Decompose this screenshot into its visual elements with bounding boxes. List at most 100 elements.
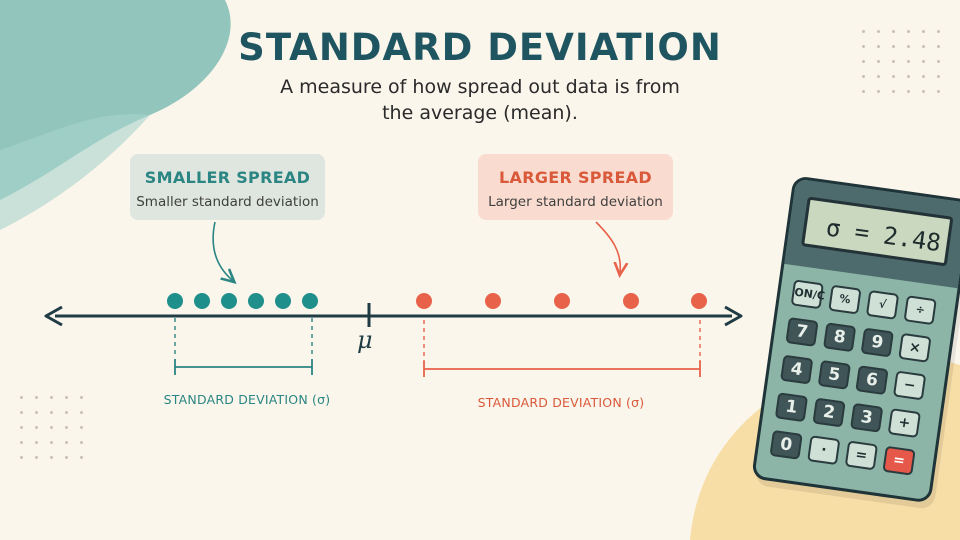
smaller-spread-heading: SMALLER SPREAD <box>144 168 311 187</box>
large-spread-point-3 <box>554 293 570 309</box>
decor-dot <box>922 30 925 33</box>
decor-dot <box>907 60 910 63</box>
page-subtitle: A measure of how spread out data is from… <box>280 76 680 124</box>
decor-dot <box>80 426 83 429</box>
smaller-spread-description: Smaller standard deviation <box>136 194 319 210</box>
large-spread-point-2 <box>485 293 501 309</box>
decor-dot <box>922 75 925 78</box>
decor-dot <box>50 456 53 459</box>
small-spread-point-4 <box>248 293 264 309</box>
decor-dot <box>877 90 880 93</box>
small-spread-point-1 <box>167 293 183 309</box>
decor-dot <box>35 396 38 399</box>
small-spread-point-5 <box>275 293 291 309</box>
larger-spread-pointer-arrow <box>595 221 620 272</box>
decor-dot <box>35 441 38 444</box>
decor-dot <box>862 60 865 63</box>
calc-key-two: 2 <box>812 397 846 428</box>
decor-dot <box>907 30 910 33</box>
decor-dot <box>65 441 68 444</box>
larger-spread-callout: LARGER SPREAD Larger standard deviation <box>478 154 673 220</box>
large-spread-point-5 <box>691 293 707 309</box>
larger-spread-description: Larger standard deviation <box>488 194 663 210</box>
decor-dot <box>862 45 865 48</box>
decor-dot <box>20 396 23 399</box>
decor-dot <box>892 75 895 78</box>
small-spread-point-2 <box>194 293 210 309</box>
larger-spread-heading: LARGER SPREAD <box>499 168 652 187</box>
decor-dot <box>80 396 83 399</box>
decor-dot <box>35 456 38 459</box>
calc-key-plus: + <box>887 408 921 439</box>
smaller-spread-callout: SMALLER SPREAD Smaller standard deviatio… <box>130 154 325 220</box>
calc-key-percent: % <box>828 284 862 315</box>
dot-grid-bottom-left <box>20 396 100 466</box>
calc-key-equals-red: = <box>882 445 916 476</box>
calc-key-zero: 0 <box>769 429 803 460</box>
large-spread-point-4 <box>623 293 639 309</box>
mean-symbol: μ <box>357 326 373 354</box>
calc-key-seven: 7 <box>785 316 819 347</box>
calc-key-six: 6 <box>855 365 889 396</box>
decor-dot <box>65 426 68 429</box>
decor-dot <box>862 30 865 33</box>
small-spread-point-3 <box>221 293 237 309</box>
calc-key-four: 4 <box>780 354 814 385</box>
decor-dot <box>50 441 53 444</box>
calc-key-eight: 8 <box>822 322 857 353</box>
decor-dot <box>937 30 940 33</box>
decor-dot <box>877 60 880 63</box>
decor-dot <box>892 45 895 48</box>
decor-dot <box>65 411 68 414</box>
decor-dot <box>20 441 23 444</box>
decor-dot <box>907 90 910 93</box>
axis-left-arrowhead <box>44 305 63 327</box>
axis-right-arrowhead <box>724 305 743 327</box>
decor-dot <box>80 456 83 459</box>
decor-dot <box>907 75 910 78</box>
decor-dot <box>937 60 940 63</box>
calc-key-decimal: · <box>807 435 841 466</box>
decor-dot <box>892 90 895 93</box>
decor-dot <box>35 426 38 429</box>
calc-key-on-clear: ON/C <box>790 279 826 310</box>
decor-dot <box>937 75 940 78</box>
calc-key-nine: 9 <box>860 327 894 358</box>
decor-dot <box>892 60 895 63</box>
calc-key-multiply: × <box>898 332 932 363</box>
calc-key-one: 1 <box>774 392 809 423</box>
large-spread-point-1 <box>416 293 432 309</box>
decor-dot <box>65 396 68 399</box>
calc-key-equals: = <box>844 440 879 471</box>
calc-key-five: 5 <box>817 359 852 390</box>
decor-dot <box>937 45 940 48</box>
small-spread-points <box>167 293 318 309</box>
decor-dot <box>892 30 895 33</box>
calc-key-divide: ÷ <box>903 295 937 326</box>
decor-dot <box>862 90 865 93</box>
page-title: STANDARD DEVIATION <box>238 26 722 69</box>
small-sd-label: STANDARD DEVIATION (σ) <box>163 392 331 407</box>
decor-dot <box>20 456 23 459</box>
decor-dot <box>907 45 910 48</box>
teal-blob-light <box>0 114 150 230</box>
decor-dot <box>20 411 23 414</box>
decor-dot <box>877 75 880 78</box>
large-sd-label: STANDARD DEVIATION (σ) <box>477 395 645 410</box>
dot-grid-top-right <box>862 30 942 93</box>
decor-dot <box>922 45 925 48</box>
calc-key-minus: − <box>892 370 927 401</box>
decor-dot <box>20 426 23 429</box>
decor-dot <box>922 90 925 93</box>
decor-dot <box>862 75 865 78</box>
decor-dot <box>922 60 925 63</box>
decor-dot <box>80 441 83 444</box>
large-spread-points <box>416 293 707 309</box>
decor-dot <box>35 411 38 414</box>
decor-dot <box>50 426 53 429</box>
decor-dot <box>937 90 940 93</box>
smaller-spread-pointer-arrow <box>212 221 232 280</box>
decor-dot <box>877 30 880 33</box>
decor-dot <box>65 456 68 459</box>
